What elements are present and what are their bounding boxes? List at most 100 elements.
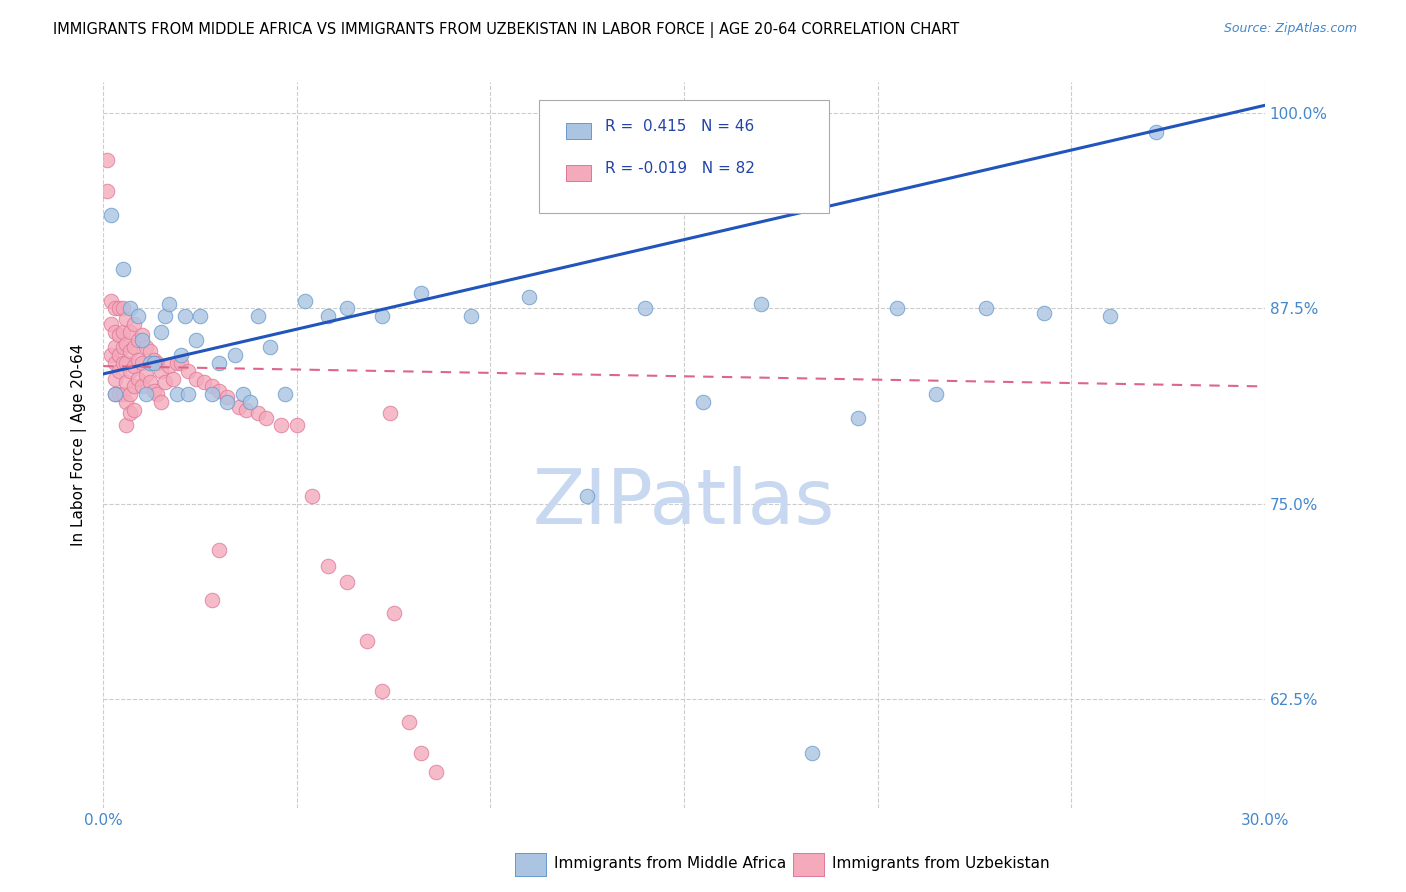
- Point: [294, 293, 316, 308]
- Text: R = -0.019   N = 82: R = -0.019 N = 82: [605, 161, 755, 176]
- Point: [111, 301, 134, 316]
- Point: [169, 348, 191, 362]
- Point: [166, 356, 188, 370]
- Point: [104, 356, 127, 370]
- Point: [150, 364, 173, 378]
- Point: [111, 387, 134, 401]
- Point: [166, 387, 188, 401]
- Point: [122, 402, 145, 417]
- Point: [150, 395, 173, 409]
- Point: [846, 410, 869, 425]
- Point: [115, 395, 138, 409]
- Point: [409, 747, 432, 761]
- Point: [398, 715, 420, 730]
- Point: [111, 340, 134, 354]
- Point: [201, 387, 224, 401]
- Point: [925, 387, 948, 401]
- Point: [120, 343, 142, 358]
- Point: [336, 574, 359, 589]
- Point: [107, 327, 129, 342]
- Point: [177, 364, 200, 378]
- Point: [576, 489, 599, 503]
- Point: [336, 301, 359, 316]
- Point: [120, 387, 142, 401]
- Point: [247, 309, 270, 323]
- Point: [751, 296, 773, 310]
- Point: [138, 356, 160, 370]
- Point: [122, 317, 145, 331]
- FancyBboxPatch shape: [538, 100, 830, 212]
- Point: [150, 325, 173, 339]
- Point: [460, 309, 482, 323]
- FancyBboxPatch shape: [565, 123, 591, 139]
- Point: [115, 312, 138, 326]
- Point: [107, 387, 129, 401]
- Point: [104, 340, 127, 354]
- Point: [142, 356, 165, 370]
- Point: [217, 395, 239, 409]
- Point: [122, 340, 145, 354]
- Point: [115, 375, 138, 389]
- Point: [316, 309, 339, 323]
- Point: [186, 371, 208, 385]
- Point: [188, 309, 211, 323]
- Point: [517, 290, 540, 304]
- FancyBboxPatch shape: [565, 165, 591, 181]
- Point: [254, 410, 277, 425]
- Point: [285, 418, 308, 433]
- Point: [146, 387, 169, 401]
- Point: [409, 285, 432, 300]
- Y-axis label: In Labor Force | Age 20-64: In Labor Force | Age 20-64: [72, 343, 87, 546]
- Point: [153, 309, 176, 323]
- Point: [146, 356, 169, 370]
- Point: [111, 262, 134, 277]
- Point: [1146, 125, 1168, 139]
- Text: IMMIGRANTS FROM MIDDLE AFRICA VS IMMIGRANTS FROM UZBEKISTAN IN LABOR FORCE | AGE: IMMIGRANTS FROM MIDDLE AFRICA VS IMMIGRA…: [53, 22, 960, 38]
- Point: [135, 387, 157, 401]
- Point: [120, 364, 142, 378]
- Point: [1098, 309, 1121, 323]
- Text: Source: ZipAtlas.com: Source: ZipAtlas.com: [1223, 22, 1357, 36]
- Point: [228, 400, 250, 414]
- Point: [127, 352, 149, 367]
- Point: [127, 371, 149, 385]
- Point: [107, 301, 129, 316]
- Text: Immigrants from Uzbekistan: Immigrants from Uzbekistan: [832, 856, 1050, 871]
- Point: [208, 384, 231, 398]
- Point: [247, 406, 270, 420]
- Text: R =  0.415   N = 46: R = 0.415 N = 46: [605, 120, 754, 135]
- Point: [131, 379, 153, 393]
- Point: [382, 606, 405, 620]
- Point: [104, 301, 127, 316]
- Point: [96, 153, 118, 167]
- Point: [259, 340, 281, 354]
- Point: [1033, 306, 1056, 320]
- Point: [974, 301, 997, 316]
- Point: [100, 348, 122, 362]
- Point: [131, 333, 153, 347]
- Point: [301, 489, 323, 503]
- Point: [100, 317, 122, 331]
- Point: [104, 325, 127, 339]
- Point: [193, 375, 215, 389]
- Text: ZIPatlas: ZIPatlas: [533, 467, 835, 540]
- Point: [115, 356, 138, 370]
- Point: [131, 327, 153, 342]
- Point: [371, 684, 394, 698]
- Point: [356, 634, 378, 648]
- Point: [100, 208, 122, 222]
- Point: [208, 543, 231, 558]
- Point: [378, 406, 401, 420]
- Point: [120, 406, 142, 420]
- Point: [135, 340, 157, 354]
- Point: [107, 348, 129, 362]
- Point: [692, 395, 714, 409]
- Point: [157, 359, 180, 373]
- Point: [157, 296, 180, 310]
- Point: [239, 395, 262, 409]
- Point: [120, 301, 142, 316]
- Point: [886, 301, 908, 316]
- Point: [142, 352, 165, 367]
- Point: [142, 384, 165, 398]
- Point: [224, 348, 246, 362]
